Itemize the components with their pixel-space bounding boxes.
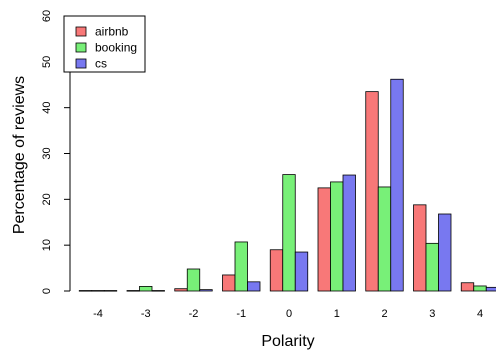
y-tick-label-40: 40 <box>41 102 53 114</box>
bar-booking--3 <box>139 286 153 292</box>
bar-booking-3 <box>425 242 439 292</box>
x-tick-label--3: -3 <box>141 308 151 320</box>
bar-cs--2 <box>199 289 213 292</box>
bar-booking-4 <box>473 285 487 292</box>
x-tick-label-2: 2 <box>381 308 387 320</box>
x-tick-label-4: 4 <box>477 308 483 320</box>
y-tick-label-20: 20 <box>41 193 53 205</box>
legend: airbnb booking cs <box>63 15 146 73</box>
y-tick-label-0: 0 <box>41 288 53 294</box>
bar-booking--1 <box>234 241 248 292</box>
x-axis: -4 -3 -2 -1 0 1 2 3 4 <box>93 308 483 320</box>
y-tick-label-30: 30 <box>41 147 53 159</box>
bar-cs--3 <box>151 290 165 292</box>
bars-layer <box>78 78 496 292</box>
x-tick-label--1: -1 <box>236 308 246 320</box>
x-tick-label--4: -4 <box>93 308 103 320</box>
bar-airbnb-1 <box>317 187 331 292</box>
y-tick-label-10: 10 <box>41 239 53 251</box>
x-axis-title: Polarity <box>261 333 314 350</box>
legend-label-airbnb: airbnb <box>95 25 129 39</box>
bar-airbnb--3 <box>126 290 140 292</box>
legend-label-booking: booking <box>95 41 137 55</box>
x-tick-label-3: 3 <box>429 308 435 320</box>
bar-cs-2 <box>390 78 404 292</box>
bar-cs--1 <box>247 281 261 292</box>
legend-label-cs: cs <box>95 57 107 71</box>
y-axis-title: Percentage of reviews <box>11 76 28 234</box>
legend-swatch-booking <box>75 42 87 53</box>
bar-cs-4 <box>485 286 496 292</box>
bar-booking--4 <box>91 290 105 292</box>
bar-airbnb-3 <box>413 204 427 292</box>
bar-airbnb--2 <box>174 288 188 292</box>
y-tick-label-50: 50 <box>41 56 53 68</box>
y-tick-label-60: 60 <box>41 10 53 22</box>
bar-booking--2 <box>186 268 201 292</box>
x-tick-label-1: 1 <box>334 308 340 320</box>
bar-airbnb-2 <box>365 91 379 292</box>
bar-booking-1 <box>330 181 344 292</box>
legend-swatch-cs <box>75 58 87 69</box>
bar-cs-1 <box>342 174 356 292</box>
bar-airbnb--1 <box>222 274 236 292</box>
bar-airbnb-4 <box>460 282 475 292</box>
bar-cs-0 <box>294 251 309 292</box>
bar-booking-0 <box>282 174 296 292</box>
x-tick-label-0: 0 <box>286 308 292 320</box>
legend-swatch-airbnb <box>75 26 87 37</box>
bar-airbnb--4 <box>78 290 93 292</box>
bar-cs-3 <box>438 213 452 292</box>
bar-airbnb-0 <box>269 249 284 292</box>
bar-cs--4 <box>103 290 118 292</box>
x-tick-label--2: -2 <box>189 308 199 320</box>
bar-booking-2 <box>377 186 392 292</box>
